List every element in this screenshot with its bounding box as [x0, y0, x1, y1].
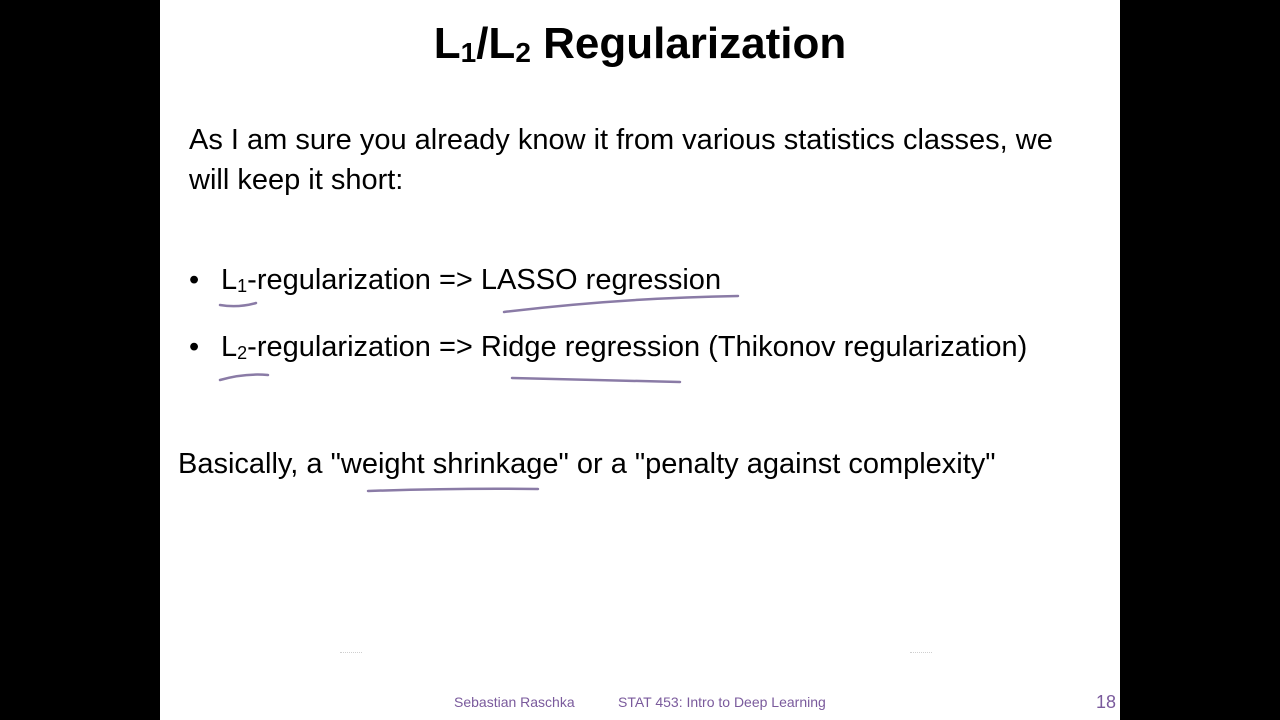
bullet-l2-regularization: • L2-regularization => Ridge regression (… [189, 331, 1027, 364]
slide-mark [340, 652, 362, 665]
title-subscript-1: 1 [460, 37, 477, 68]
title-part: L [433, 19, 461, 68]
underline-lasso [502, 294, 740, 314]
bullet-dot: • [189, 331, 200, 363]
page-number: 18 [1095, 692, 1116, 712]
bullet-subscript: 1 [237, 276, 248, 296]
bullet-text: -regularization => Ridge regression (Thi… [247, 331, 1028, 363]
bullet-text: -regularization => LASSO regression [247, 264, 722, 296]
bullet-subscript: 2 [237, 343, 248, 363]
title-subscript-2: 2 [515, 37, 531, 68]
footer-author: Sebastian Raschka [454, 694, 575, 710]
intro-text: As I am sure you already know it from va… [189, 124, 1053, 196]
slide-title: L1/L2 Regularization [160, 16, 1120, 72]
underline-l2 [218, 373, 270, 382]
bullet-l1-regularization: • L1-regularization => LASSO regression [189, 264, 721, 297]
bullet-prefix: L [221, 264, 238, 296]
underline-ridge [510, 376, 682, 384]
underline-l1 [218, 301, 258, 308]
slide: L1/L2 Regularization As I am sure you al… [160, 0, 1120, 720]
title-part: /L [476, 19, 516, 68]
underline-weight-shrinkage [366, 487, 540, 493]
slide-mark [910, 652, 932, 665]
summary-text: Basically, a "weight shrinkage" or a "pe… [178, 448, 996, 480]
bullet-dot: • [189, 264, 200, 296]
title-part: Regularization [530, 19, 847, 68]
footer-course: STAT 453: Intro to Deep Learning [618, 694, 826, 710]
bullet-prefix: L [221, 331, 238, 363]
